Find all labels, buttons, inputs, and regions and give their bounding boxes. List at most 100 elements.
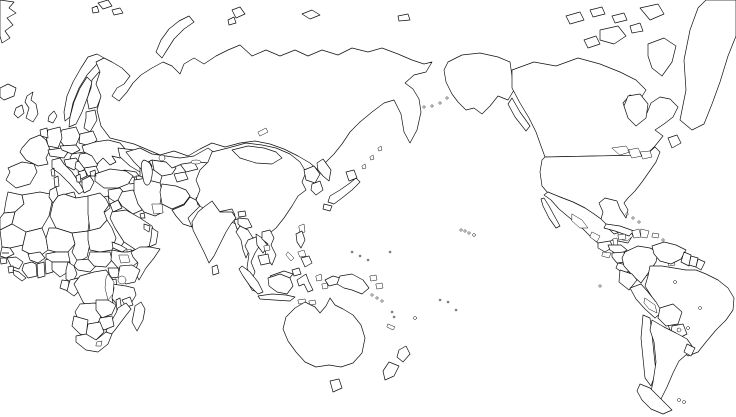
hudson-bay (623, 93, 649, 127)
region-dominican-republic (640, 228, 650, 239)
region-tasmania (329, 378, 343, 393)
region-mexico-patch (589, 231, 601, 243)
region-madagascar (131, 301, 146, 332)
island-speck (661, 238, 665, 242)
region-papua-new-guinea (336, 273, 370, 295)
island-speck (392, 315, 396, 319)
island-speck (350, 250, 354, 254)
caspian-sea (140, 159, 153, 186)
region-visayas (297, 249, 307, 258)
region-mindanao (300, 255, 313, 268)
region-jordan (109, 199, 123, 213)
region-zambia (95, 299, 117, 319)
island-speck (682, 400, 686, 404)
island-speck (454, 308, 458, 312)
region-new-zealand-south (382, 361, 400, 381)
brazil-speck (698, 306, 702, 310)
island-speck (390, 310, 394, 314)
region-egypt (87, 192, 110, 232)
region-canada (511, 57, 679, 158)
region-japan (322, 169, 361, 212)
region-bolivia (657, 303, 683, 327)
region-sweden (68, 76, 93, 128)
region-south-sudan (87, 251, 113, 268)
region-eritrea (111, 241, 128, 253)
region-turkey (89, 168, 134, 189)
region-iran-southeast (151, 203, 164, 215)
region-jamaica (617, 233, 627, 241)
region-albania (75, 173, 82, 183)
region-svalbard (91, 0, 124, 16)
region-mexico (543, 191, 634, 246)
hawaii-speck (467, 231, 471, 235)
island-speck (375, 296, 379, 300)
region-bhutan (237, 210, 247, 218)
region-india (191, 200, 237, 264)
region-mongolia (231, 145, 283, 165)
great-lakes (611, 145, 653, 160)
region-uruguay (683, 343, 696, 357)
island-speck (637, 220, 641, 224)
region-puerto-rico (651, 232, 660, 239)
region-guinea (6, 256, 24, 270)
region-russia (95, 44, 433, 171)
region-burkina-faso (27, 251, 46, 264)
region-north-korea (303, 165, 321, 184)
region-south-africa (75, 331, 113, 353)
region-ukraine (81, 139, 127, 166)
region-png-islands (369, 274, 384, 290)
region-guatemala (597, 240, 614, 253)
island-speck (413, 316, 417, 320)
region-french-guiana (695, 258, 706, 271)
region-sri-lanka (211, 264, 220, 276)
island-speck (677, 398, 681, 402)
island-speck (438, 298, 442, 302)
region-hainan (263, 244, 271, 252)
region-namibia (71, 315, 89, 337)
region-palawan (285, 251, 295, 262)
region-sabah (291, 267, 302, 277)
region-germany (45, 126, 63, 149)
region-senegal (0, 246, 15, 259)
lake-baikal (257, 127, 269, 137)
lake-balkhash (190, 159, 202, 165)
pacific-island-specks (350, 228, 602, 320)
region-alaska (443, 52, 515, 115)
region-france (19, 134, 51, 167)
island-speck (388, 250, 392, 254)
region-ireland (13, 104, 25, 119)
region-india-northeast (237, 217, 253, 230)
island-speck (445, 96, 449, 100)
island-speck (370, 293, 374, 297)
region-alaska-panhandle (507, 97, 531, 132)
region-denmark (47, 110, 58, 124)
region-pakistan (171, 196, 201, 228)
region-maluku (315, 273, 329, 290)
brazil-speck (673, 280, 677, 284)
island-speck (438, 101, 442, 105)
region-sumatra (238, 265, 264, 295)
region-chad (71, 230, 91, 263)
region-iberia (5, 161, 38, 189)
region-ethiopia-patch (118, 254, 131, 264)
region-kuril-islands (361, 145, 383, 170)
region-mozambique (105, 302, 132, 337)
region-libya (49, 193, 91, 234)
region-novaya-zemlya (155, 15, 195, 59)
region-argentina (649, 319, 693, 406)
region-severnaya-zemlya (227, 6, 246, 26)
hawaii-speck (463, 229, 467, 233)
galapagos-speck (598, 284, 602, 288)
region-cote-d-ivoire (21, 261, 38, 279)
region-australia (282, 297, 366, 368)
region-tajikistan (173, 171, 189, 183)
region-lesotho (95, 340, 103, 347)
hawaii-speck (459, 228, 463, 232)
region-luzon (295, 230, 306, 249)
region-cuba (603, 223, 635, 237)
region-baltic-states (83, 109, 98, 133)
region-mexico-patch (571, 213, 589, 229)
hawaii-speck (472, 233, 476, 237)
island-speck (446, 300, 450, 304)
island-speck (380, 299, 384, 303)
